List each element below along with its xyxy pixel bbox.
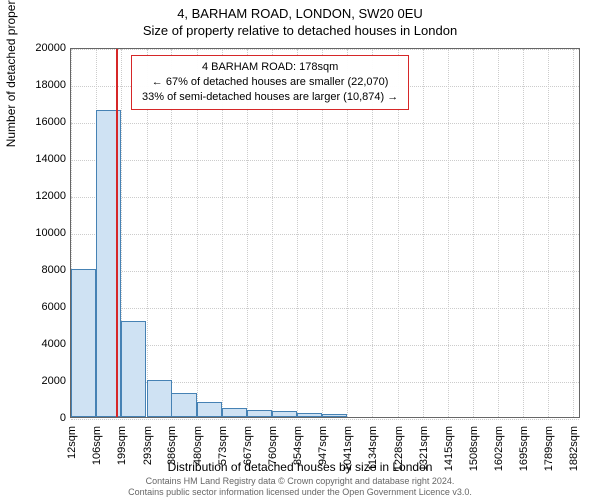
gridline-v xyxy=(523,49,524,417)
ytick-label: 10000 xyxy=(26,227,66,239)
ytick-label: 14000 xyxy=(26,153,66,165)
xtick-label: 1415sqm xyxy=(443,426,455,476)
gridline-h xyxy=(71,123,579,124)
histogram-bar xyxy=(121,321,146,417)
ytick-label: 4000 xyxy=(26,338,66,350)
footer-text: Contains HM Land Registry data © Crown c… xyxy=(0,476,600,498)
gridline-h xyxy=(71,197,579,198)
xtick-label: 12sqm xyxy=(66,426,78,476)
ytick-label: 2000 xyxy=(26,375,66,387)
xtick-label: 947sqm xyxy=(317,426,329,476)
gridline-h xyxy=(71,419,579,420)
xtick-label: 760sqm xyxy=(267,426,279,476)
xtick-label: 1602sqm xyxy=(493,426,505,476)
histogram-bar xyxy=(247,410,272,417)
ytick-label: 18000 xyxy=(26,79,66,91)
histogram-bar xyxy=(272,411,297,417)
gridline-v xyxy=(498,49,499,417)
gridline-v xyxy=(473,49,474,417)
ytick-label: 8000 xyxy=(26,264,66,276)
ytick-label: 0 xyxy=(26,412,66,424)
histogram-bar xyxy=(297,413,322,417)
gridline-h xyxy=(71,345,579,346)
gridline-h xyxy=(71,160,579,161)
xtick-label: 293sqm xyxy=(142,426,154,476)
y-axis-label: Number of detached properties xyxy=(4,0,18,147)
annotation-line1: 4 BARHAM ROAD: 178sqm xyxy=(142,60,398,75)
histogram-bar xyxy=(222,408,247,417)
xtick-label: 573sqm xyxy=(217,426,229,476)
xtick-label: 667sqm xyxy=(242,426,254,476)
xtick-label: 1041sqm xyxy=(342,426,354,476)
ytick-label: 16000 xyxy=(26,116,66,128)
xtick-label: 1228sqm xyxy=(393,426,405,476)
chart-container: 4, BARHAM ROAD, LONDON, SW20 0EU Size of… xyxy=(0,0,600,500)
xtick-label: 1508sqm xyxy=(468,426,480,476)
xtick-label: 854sqm xyxy=(292,426,304,476)
ytick-label: 12000 xyxy=(26,190,66,202)
gridline-h xyxy=(71,271,579,272)
gridline-v xyxy=(423,49,424,417)
xtick-label: 1695sqm xyxy=(518,426,530,476)
gridline-v xyxy=(573,49,574,417)
xtick-label: 1321sqm xyxy=(418,426,430,476)
xtick-label: 480sqm xyxy=(192,426,204,476)
xtick-label: 1134sqm xyxy=(367,426,379,476)
histogram-bar xyxy=(322,414,347,417)
ytick-label: 6000 xyxy=(26,301,66,313)
histogram-bar xyxy=(197,402,222,417)
marker-line xyxy=(116,49,118,417)
annotation-box: 4 BARHAM ROAD: 178sqm ← 67% of detached … xyxy=(131,55,409,110)
annotation-line3: 33% of semi-detached houses are larger (… xyxy=(142,90,398,105)
gridline-v xyxy=(448,49,449,417)
xtick-label: 386sqm xyxy=(166,426,178,476)
xtick-label: 199sqm xyxy=(116,426,128,476)
histogram-bar xyxy=(147,380,172,417)
gridline-h xyxy=(71,308,579,309)
histogram-bar xyxy=(171,393,196,417)
footer-line2: Contains public sector information licen… xyxy=(0,487,600,498)
ytick-label: 20000 xyxy=(26,42,66,54)
title-main: 4, BARHAM ROAD, LONDON, SW20 0EU xyxy=(0,0,600,21)
annotation-line2: ← 67% of detached houses are smaller (22… xyxy=(142,75,398,90)
gridline-h xyxy=(71,49,579,50)
gridline-v xyxy=(548,49,549,417)
plot-area: 4 BARHAM ROAD: 178sqm ← 67% of detached … xyxy=(70,48,580,418)
xtick-label: 1882sqm xyxy=(568,426,580,476)
histogram-bar xyxy=(71,269,96,417)
title-sub: Size of property relative to detached ho… xyxy=(0,21,600,38)
gridline-h xyxy=(71,234,579,235)
xtick-label: 106sqm xyxy=(91,426,103,476)
footer-line1: Contains HM Land Registry data © Crown c… xyxy=(0,476,600,487)
xtick-label: 1789sqm xyxy=(543,426,555,476)
